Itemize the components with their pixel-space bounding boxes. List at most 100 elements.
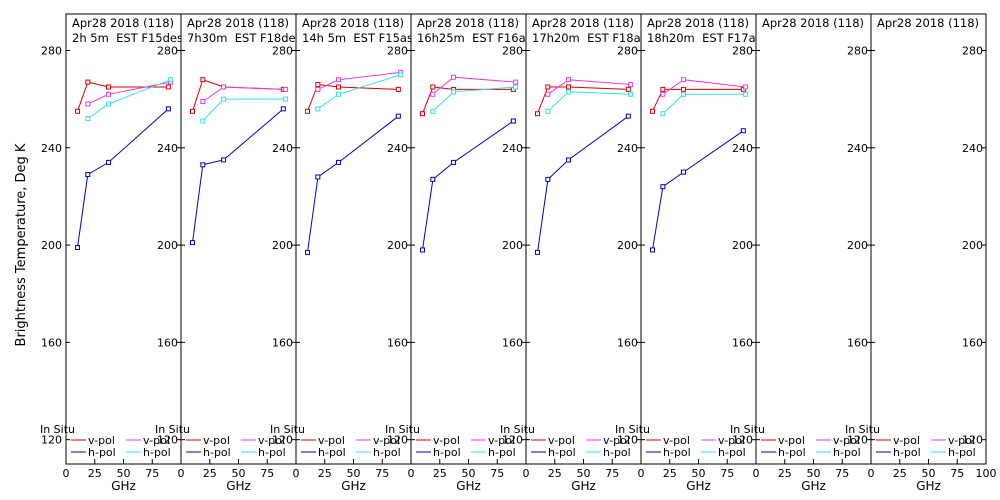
panel-5: 120 160 200 240 280 0 25 50 75 GHz Apr28 2018 (118… <box>500 13 653 493</box>
y-tick-label: 160 <box>272 336 293 349</box>
y-tick-label: 160 <box>502 336 523 349</box>
panel-title: Apr28 2018 (118) <box>877 16 979 30</box>
panel-subtitle: 17h20m EST F18asc <box>532 31 653 45</box>
y-tick-label: 120 <box>847 434 868 447</box>
x-tick-label: 50 <box>577 467 591 480</box>
y-tick-label: 160 <box>387 336 408 349</box>
x-axis-label: GHz <box>226 479 251 493</box>
series-line-insitu-h <box>652 130 744 250</box>
y-tick-label: 120 <box>387 434 408 447</box>
legend-insitu-header: In Situ <box>615 423 650 436</box>
legend-label-ssmis-v: v-pol <box>718 434 745 447</box>
data-point-ssmis-v <box>451 74 457 80</box>
legend-label-insitu-v: v-pol <box>88 434 115 447</box>
data-point-ssmis-v <box>628 82 634 88</box>
y-tick-label: 120 <box>617 434 638 447</box>
y-tick-label: 240 <box>41 142 62 155</box>
data-point-insitu-v <box>625 86 631 92</box>
legend-label-ssmis-h: h-pol <box>373 446 401 459</box>
data-point-ssmis-h <box>566 89 572 95</box>
x-axis-label: GHz <box>341 479 366 493</box>
data-point-ssmis-v <box>221 84 227 90</box>
series-line-insitu-h <box>422 120 514 250</box>
panel-title: Apr28 2018 (118) <box>762 16 864 30</box>
data-point-insitu-v <box>420 111 425 117</box>
data-point-insitu-v <box>315 82 321 88</box>
y-tick-label: 200 <box>617 239 638 252</box>
data-point-insitu-h <box>190 240 195 246</box>
data-point-ssmis-h <box>283 96 289 102</box>
y-tick-label: 280 <box>847 44 868 57</box>
data-point-ssmis-h <box>545 108 551 114</box>
data-point-ssmis-v <box>545 91 551 97</box>
panel-4: 120 160 200 240 280 0 25 50 75 GHz Apr28 2018 (118… <box>385 13 527 493</box>
y-tick-label: 240 <box>617 142 638 155</box>
legend-label-insitu-h: h-pol <box>433 446 461 459</box>
legend-label-ssmis-h: h-pol <box>603 446 631 459</box>
panel-subtitle: 18h20m EST F17asc <box>647 31 768 45</box>
data-point-insitu-h <box>430 176 436 182</box>
x-tick-label: 75 <box>260 467 274 480</box>
y-tick-label: 120 <box>962 434 983 447</box>
legend-label-ssmis-v: v-pol <box>488 434 515 447</box>
x-tick-label: 0 <box>753 467 760 480</box>
series-line-insitu-v <box>192 79 284 112</box>
y-tick-label: 240 <box>847 142 868 155</box>
y-tick-label: 160 <box>157 336 178 349</box>
data-point-insitu-h <box>221 157 227 163</box>
x-axis-label: GHz <box>571 479 596 493</box>
panel-title: Apr28 2018 (118) <box>187 16 289 30</box>
data-point-insitu-h <box>395 113 401 119</box>
data-point-insitu-h <box>200 162 206 168</box>
panel-6: 120 160 200 240 280 0 25 50 75 GHz Apr28 2018 (118… <box>615 13 768 493</box>
legend-label-ssmis-v: v-pol <box>258 434 285 447</box>
legend-insitu-header: In Situ <box>845 423 880 436</box>
y-tick-label: 200 <box>847 239 868 252</box>
series-line-insitu-h <box>192 108 284 243</box>
legend-label-ssmis-h: h-pol <box>488 446 516 459</box>
data-point-insitu-h <box>535 249 540 255</box>
legend-label-insitu-v: v-pol <box>433 434 460 447</box>
x-tick-label: 75 <box>145 467 159 480</box>
data-point-ssmis-h <box>85 116 91 122</box>
panel-title: Apr28 2018 (118) <box>302 16 404 30</box>
x-axis-label: GHz <box>916 479 941 493</box>
data-point-ssmis-v <box>336 77 342 83</box>
panel-title: Apr28 2018 (118) <box>532 16 634 30</box>
data-point-insitu-v <box>566 84 572 90</box>
y-tick-label: 160 <box>962 336 983 349</box>
x-tick-label: 25 <box>433 467 447 480</box>
series-line-ssmis-h <box>432 86 516 112</box>
legend-label-insitu-v: v-pol <box>663 434 690 447</box>
series-line-insitu-v <box>307 83 399 112</box>
y-tick-label: 120 <box>502 434 523 447</box>
data-point-insitu-h <box>681 169 687 175</box>
y-tick-label: 200 <box>732 239 753 252</box>
data-point-insitu-v <box>395 86 401 92</box>
x-axis-label: GHz <box>111 479 136 493</box>
data-point-ssmis-v <box>681 77 687 83</box>
y-tick-label: 280 <box>962 44 983 57</box>
y-tick-label: 240 <box>157 142 178 155</box>
data-point-ssmis-h <box>743 91 749 97</box>
y-tick-label: 120 <box>157 434 178 447</box>
data-point-insitu-h <box>336 159 342 165</box>
panel-8: 120 160 200 240 280 0 25 50 75 100 GHz Apr28 2018 (… <box>845 13 997 493</box>
x-tick-label: 100 <box>976 467 997 480</box>
legend-label-insitu-h: h-pol <box>663 446 691 459</box>
series-line-ssmis-h <box>662 93 746 115</box>
x-tick-label: 0 <box>178 467 185 480</box>
x-tick-label: 25 <box>778 467 792 480</box>
legend-label-insitu-v: v-pol <box>203 434 230 447</box>
x-tick-label: 75 <box>720 467 734 480</box>
x-tick-label: 50 <box>117 467 131 480</box>
legend-label-insitu-h: h-pol <box>778 446 806 459</box>
data-point-insitu-h <box>305 249 310 255</box>
legend-insitu-header: In Situ <box>155 423 190 436</box>
data-point-ssmis-h <box>106 101 112 107</box>
legend-label-insitu-h: h-pol <box>548 446 576 459</box>
x-tick-label: 0 <box>293 467 300 480</box>
x-tick-label: 25 <box>88 467 102 480</box>
x-tick-label: 50 <box>922 467 936 480</box>
